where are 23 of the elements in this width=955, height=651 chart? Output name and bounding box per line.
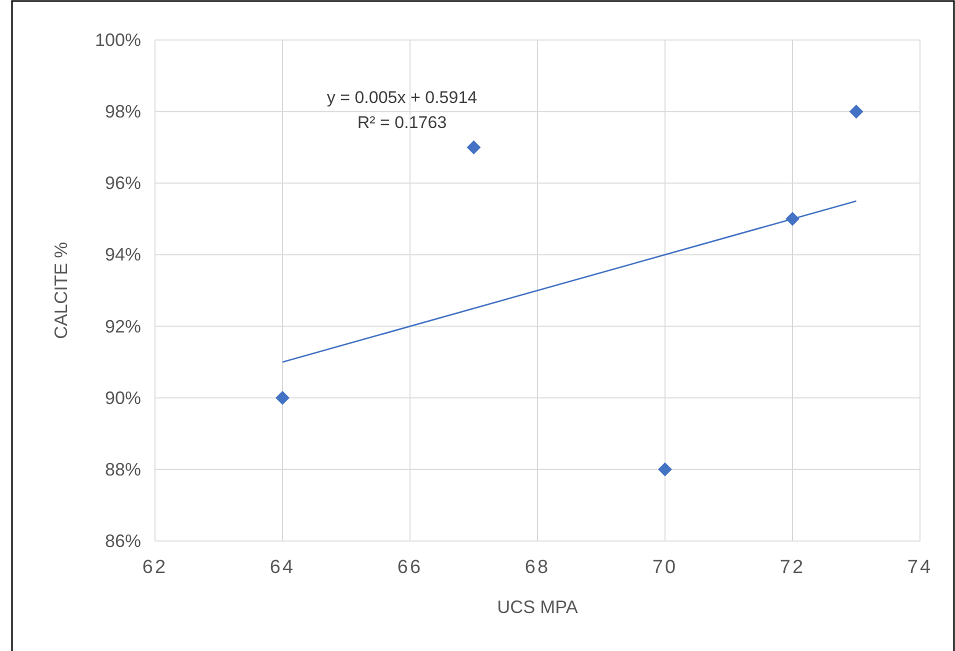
x-tick-label: 70: [652, 557, 678, 578]
y-tick-label: 90%: [104, 388, 141, 408]
point: [276, 390, 290, 405]
point: [658, 462, 672, 476]
x-tick-label: 66: [397, 557, 423, 578]
y-tick-label: 98%: [104, 102, 141, 122]
point: [466, 140, 481, 154]
x-axis-title: UCS MPA: [497, 597, 578, 617]
y-tick-label: 94%: [104, 244, 141, 265]
y-tick-label: 88%: [104, 459, 141, 480]
y-tick-label: 100%: [94, 30, 141, 50]
point: [849, 104, 864, 119]
annotation: R² = 0.1763: [357, 113, 447, 132]
y-axis-title: CALCITE %: [51, 242, 71, 340]
annotation: y = 0.005x + 0.5914: [326, 88, 478, 107]
y-tick-label: 92%: [104, 316, 141, 336]
x-tick-label: 62: [142, 557, 168, 578]
x-tick-label: 74: [907, 557, 933, 578]
x-tick-label: 64: [270, 557, 296, 578]
y-tick-label: 96%: [104, 173, 141, 194]
x-tick-label: 72: [780, 557, 806, 578]
x-tick-label: 68: [524, 557, 550, 578]
y-tick-label: 86%: [104, 531, 141, 551]
